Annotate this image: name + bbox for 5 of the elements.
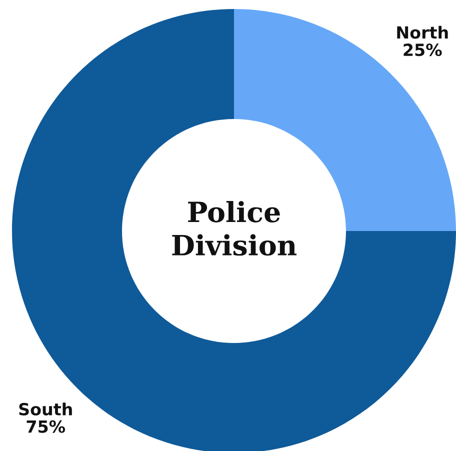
data-label: 25% <box>404 44 442 56</box>
text: Police Division <box>172 200 296 256</box>
slice-label: North <box>397 26 448 39</box>
slice-label: South <box>19 402 72 416</box>
data-label: 75% <box>26 420 66 433</box>
